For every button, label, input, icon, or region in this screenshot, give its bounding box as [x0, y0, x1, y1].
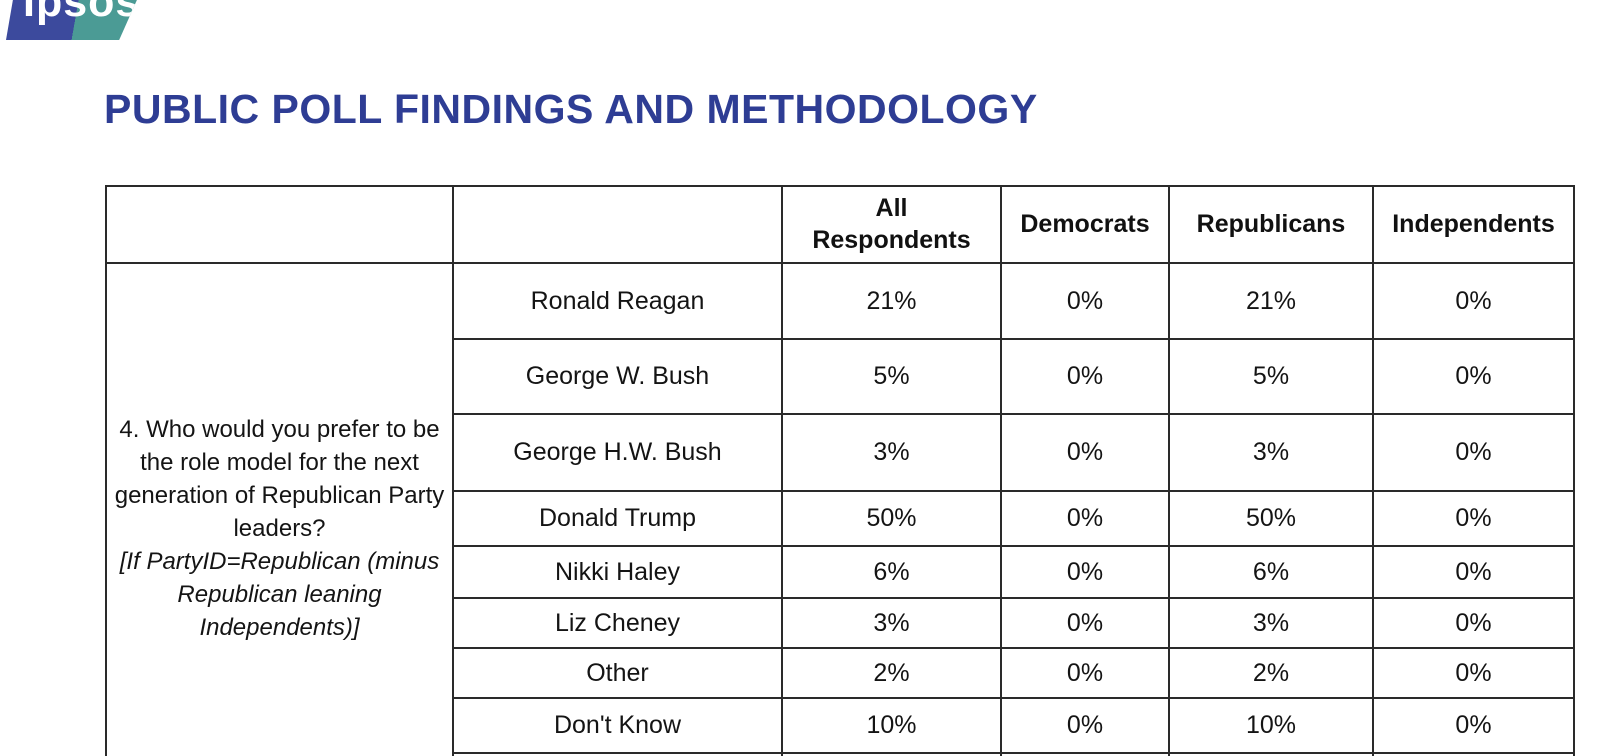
- value-all-respondents: 2%: [781, 647, 1002, 699]
- value-independents: 0%: [1372, 545, 1575, 599]
- candidate-label: George H.W. Bush: [452, 413, 783, 492]
- value-democrats: 0%: [1000, 597, 1170, 649]
- table-row: Don't Know 10% 0% 10% 0%: [106, 697, 1575, 754]
- table-row-cut-off: [106, 752, 1575, 756]
- table-row: Nikki Haley 6% 0% 6% 0%: [106, 545, 1575, 599]
- value-democrats: 0%: [1000, 338, 1170, 415]
- ipsos-logo: Ipsos: [6, 0, 144, 40]
- value-all-respondents: 3%: [781, 597, 1002, 649]
- empty-header-cell: [452, 185, 783, 264]
- table-header-row: All Respondents Democrats Republicans In…: [105, 185, 1575, 264]
- value-independents: 0%: [1372, 697, 1575, 754]
- value-republicans: 10%: [1168, 697, 1374, 754]
- value-democrats: 0%: [1000, 262, 1170, 340]
- column-header-independents: Independents: [1372, 185, 1575, 264]
- value-republicans: 3%: [1168, 597, 1374, 649]
- value-all-respondents: 10%: [781, 697, 1002, 754]
- value-democrats: 0%: [1000, 545, 1170, 599]
- table-row: 4. Who would you prefer to be the role m…: [105, 262, 1575, 756]
- candidate-label: Donald Trump: [452, 490, 783, 547]
- value-republicans: 5%: [1168, 338, 1374, 415]
- value-republicans: 2%: [1168, 647, 1374, 699]
- candidate-label: Ronald Reagan: [452, 262, 783, 340]
- value-all-respondents: 50%: [781, 490, 1002, 547]
- question-text: 4. Who would you prefer to be the role m…: [114, 415, 445, 542]
- column-header-all-respondents: All Respondents: [781, 185, 1002, 264]
- value-democrats: 0%: [1000, 647, 1170, 699]
- table-row: Liz Cheney 3% 0% 3% 0%: [106, 597, 1575, 649]
- column-header-republicans: Republicans: [1168, 185, 1374, 264]
- value-all-respondents: 3%: [781, 413, 1002, 492]
- empty-header-cell: [105, 185, 454, 264]
- value-republicans: 50%: [1168, 490, 1374, 547]
- candidate-label: Don't Know: [452, 697, 783, 754]
- candidate-label: Nikki Haley: [452, 545, 783, 599]
- value-independents: 0%: [1372, 597, 1575, 649]
- candidate-label: Liz Cheney: [452, 597, 783, 649]
- value-all-respondents: 5%: [781, 338, 1002, 415]
- value-independents: 0%: [1372, 413, 1575, 492]
- table-row: Donald Trump 50% 0% 50% 0%: [106, 490, 1575, 547]
- page-title: PUBLIC POLL FINDINGS AND METHODOLOGY: [104, 86, 1038, 132]
- value-democrats: 0%: [1000, 490, 1170, 547]
- value-independents: 0%: [1372, 262, 1575, 340]
- value-independents: 0%: [1372, 490, 1575, 547]
- candidate-label: Other: [452, 647, 783, 699]
- value-all-respondents: 21%: [781, 262, 1002, 340]
- table-row: George H.W. Bush 3% 0% 3% 0%: [106, 413, 1575, 492]
- question-cell: 4. Who would you prefer to be the role m…: [105, 262, 454, 756]
- question-note: [If PartyID=Republican (minus Republican…: [119, 547, 440, 641]
- value-republicans: 21%: [1168, 262, 1374, 340]
- value-independents: 0%: [1372, 338, 1575, 415]
- value-independents: 0%: [1372, 647, 1575, 699]
- value-republicans: 3%: [1168, 413, 1374, 492]
- value-democrats: 0%: [1000, 697, 1170, 754]
- table-row: George W. Bush 5% 0% 5% 0%: [106, 338, 1575, 415]
- candidate-label: George W. Bush: [452, 338, 783, 415]
- value-republicans: 6%: [1168, 545, 1374, 599]
- value-all-respondents: 6%: [781, 545, 1002, 599]
- value-democrats: 0%: [1000, 413, 1170, 492]
- table-row: Other 2% 0% 2% 0%: [106, 647, 1575, 699]
- column-header-democrats: Democrats: [1000, 185, 1170, 264]
- poll-results-table: All Respondents Democrats Republicans In…: [105, 185, 1575, 756]
- poll-results-table-container: All Respondents Democrats Republicans In…: [105, 185, 1583, 756]
- ipsos-logo-text: Ipsos: [23, 0, 141, 26]
